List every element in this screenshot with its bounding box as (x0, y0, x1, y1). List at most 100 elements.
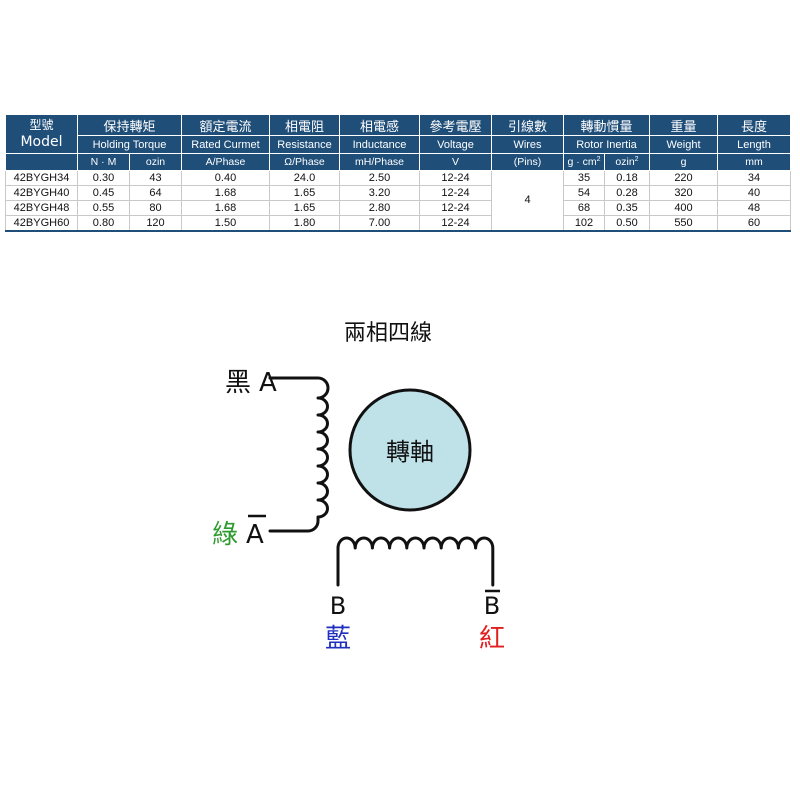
diagram-title: 兩相四線 (344, 321, 432, 346)
table-cell-current: 1.68 (181, 185, 270, 201)
col-header-zh: 參考電壓 (419, 114, 492, 136)
unit-header: g · cm2 (563, 153, 605, 171)
unit-header: ozin (129, 153, 182, 171)
unit-header: A/Phase (181, 153, 270, 171)
table-cell-inertia-gcm: 54 (563, 185, 605, 201)
table-cell-weight: 320 (649, 185, 718, 201)
spec-table: 型號 Model 保持轉矩 額定電流 相電阻 相電感 參考電壓 引線數 轉動慣量… (5, 114, 791, 232)
table-cell-resistance: 24.0 (269, 170, 340, 186)
col-header-zh: 重量 (649, 114, 718, 136)
table-cell-inductance: 2.80 (339, 200, 420, 216)
table-cell-inertia-ozin: 0.35 (604, 200, 650, 216)
table-cell-nm: 0.80 (77, 215, 130, 232)
col-header-en: Rotor Inertia (563, 135, 650, 154)
col-header-en: Inductance (339, 135, 420, 154)
rotor-circle (348, 388, 472, 512)
table-cell-current: 1.50 (181, 215, 270, 232)
terminal-name-a-bar: A (246, 520, 264, 550)
table-cell-inertia-ozin: 0.28 (604, 185, 650, 201)
table-cell-weight: 400 (649, 200, 718, 216)
table-cell-voltage: 12-24 (419, 170, 492, 186)
col-header-en: Length (717, 135, 791, 154)
col-header-zh: 相電感 (339, 114, 420, 136)
coil-phase-a (268, 376, 330, 533)
table-cell-ozin: 120 (129, 215, 182, 232)
unit-header: mH/Phase (339, 153, 420, 171)
unit-header: N · M (77, 153, 130, 171)
col-header-en: Voltage (419, 135, 492, 154)
table-cell-nm: 0.30 (77, 170, 130, 186)
unit-header: ozin2 (604, 153, 650, 171)
table-cell-inductance: 7.00 (339, 215, 420, 232)
table-cell-resistance: 1.80 (269, 215, 340, 232)
col-header-zh: 相電阻 (269, 114, 340, 136)
col-header-zh: 保持轉矩 (77, 114, 182, 136)
table-cell-model: 42BYGH34 (5, 170, 78, 186)
table-cell-resistance: 1.65 (269, 200, 340, 216)
terminal-name-a: A (259, 368, 277, 398)
table-cell-length: 60 (717, 215, 791, 232)
table-cell-resistance: 1.65 (269, 185, 340, 201)
table-cell-ozin: 43 (129, 170, 182, 186)
model-header: 型號 Model (5, 114, 78, 154)
table-cell-nm: 0.45 (77, 185, 130, 201)
unit-header: g (649, 153, 718, 171)
terminal-a-bar-label: 綠 A (212, 514, 266, 550)
col-header-en: Rated Curmet (181, 135, 270, 154)
unit-header: mm (717, 153, 791, 171)
unit-header: (Pins) (491, 153, 564, 171)
col-header-en: Wires (491, 135, 564, 154)
col-header-en: Resistance (269, 135, 340, 154)
table-cell-inertia-gcm: 102 (563, 215, 605, 232)
table-cell-ozin: 64 (129, 185, 182, 201)
table-cell-ozin: 80 (129, 200, 182, 216)
table-cell-inductance: 2.50 (339, 170, 420, 186)
table-cell-model: 42BYGH60 (5, 215, 78, 232)
table-cell-inertia-gcm: 68 (563, 200, 605, 216)
table-cell-weight: 220 (649, 170, 718, 186)
rotor-label: 轉軸 (386, 438, 434, 466)
col-header-zh: 額定電流 (181, 114, 270, 136)
table-row: 42BYGH34 0.30 43 0.40 24.0 2.50 12-24 4 35 0.18 22… (5, 170, 791, 232)
col-header-zh: 引線數 (491, 114, 564, 136)
table-cell-length: 34 (717, 170, 791, 186)
table-cell-weight: 550 (649, 215, 718, 232)
col-header-en: Weight (649, 135, 718, 154)
col-header-en: Holding Torque (77, 135, 182, 154)
table-cell-nm: 0.55 (77, 200, 130, 216)
table-cell-length: 48 (717, 200, 791, 216)
table-cell-inertia-gcm: 35 (563, 170, 605, 186)
terminal-a-label: 黑 A (225, 368, 277, 398)
terminal-name-b: B (330, 592, 346, 620)
table-cell-length: 40 (717, 185, 791, 201)
terminal-b-label: B 藍 (325, 592, 351, 654)
spec-table-body: 42BYGH34 0.30 43 0.40 24.0 2.50 12-24 4 35 0.18 22… (5, 170, 791, 232)
table-cell-inductance: 3.20 (339, 185, 420, 201)
table-row: 42BYGH40 0.45 64 1.68 1.65 3.20 12-24 54 0.28 320… (5, 185, 791, 201)
table-cell-current: 0.40 (181, 170, 270, 186)
unit-header: Ω/Phase (269, 153, 340, 171)
wire-color-red: 紅 (479, 624, 505, 654)
table-cell-current: 1.68 (181, 200, 270, 216)
wiring-diagram: 兩相四線 轉軸 黑 A 綠 A B 藍 B 紅 (212, 321, 505, 654)
wire-color-blue: 藍 (325, 624, 351, 654)
col-header-zh: 轉動慣量 (563, 114, 650, 136)
terminal-name-b-bar: B (484, 592, 500, 620)
table-cell-model: 42BYGH40 (5, 185, 78, 201)
wire-color-black: 黑 (225, 368, 251, 398)
table-cell-voltage: 12-24 (419, 185, 492, 201)
table-cell-inertia-ozin: 0.18 (604, 170, 650, 186)
table-row: 42BYGH48 0.55 80 1.68 1.65 2.80 12-24 68 0.35 400… (5, 200, 791, 216)
table-row: 42BYGH60 0.80 120 1.50 1.80 7.00 12-24 102 0.50 5… (5, 215, 791, 232)
coil-phase-b (336, 536, 495, 587)
table-cell-model: 42BYGH48 (5, 200, 78, 216)
table-cell-voltage: 12-24 (419, 215, 492, 232)
unit-header-blank (5, 153, 78, 171)
terminal-b-bar-label: B 紅 (479, 589, 505, 654)
unit-header: V (419, 153, 492, 171)
wire-color-green: 綠 (212, 520, 238, 550)
col-header-zh: 長度 (717, 114, 791, 136)
table-cell-wires: 4 (491, 170, 564, 232)
table-cell-inertia-ozin: 0.50 (604, 215, 650, 232)
table-cell-voltage: 12-24 (419, 200, 492, 216)
